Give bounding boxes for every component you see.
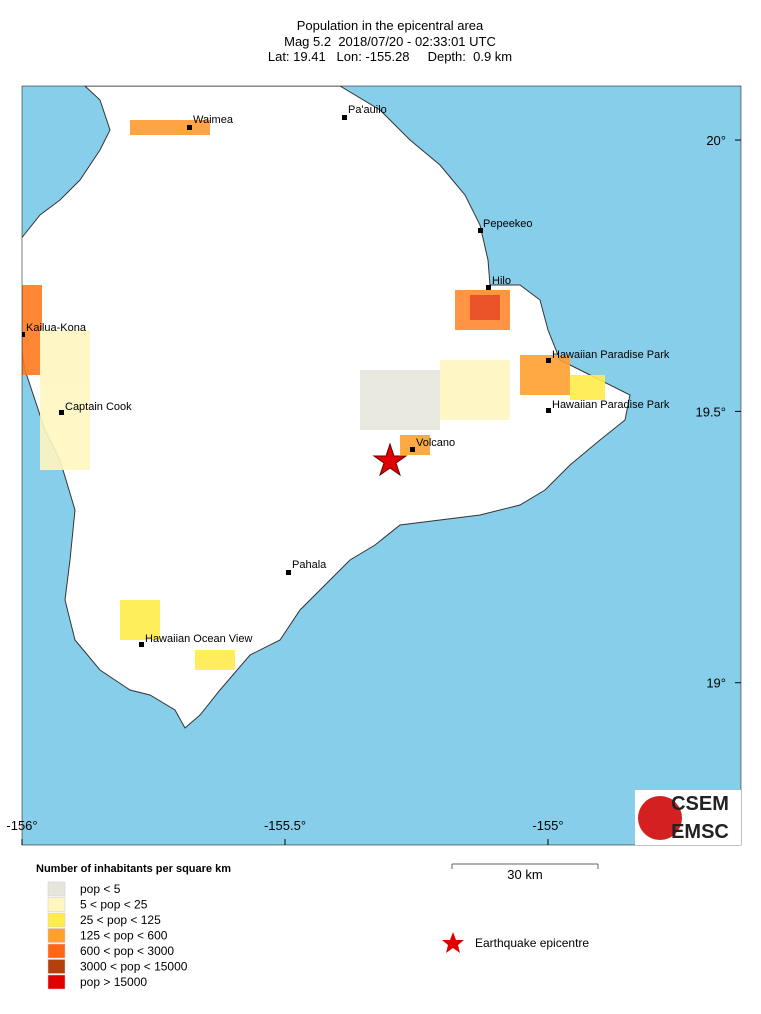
x-tick-label: -155.5° bbox=[264, 818, 306, 833]
subtitle: Lat: 19.41 Lon: -155.28 Depth: 0.9 km bbox=[268, 49, 512, 64]
town-markers bbox=[22, 115, 551, 647]
legend-label: 3000 < pop < 15000 bbox=[80, 960, 188, 974]
legend-swatch bbox=[47, 881, 66, 897]
town-label: Pepeekeo bbox=[483, 218, 533, 230]
town-label: Hawaiian Paradise Park bbox=[552, 349, 670, 361]
legend-epicentre: Earthquake epicentre bbox=[475, 936, 589, 950]
town-label: Kailua-Kona bbox=[26, 322, 87, 334]
y-tick-label: 19° bbox=[706, 676, 726, 691]
town-label: Pa'auilo bbox=[348, 104, 387, 116]
town-label: Hawaiian Paradise Park bbox=[552, 399, 670, 411]
logo: CSEM EMSC bbox=[635, 790, 741, 845]
map-frame bbox=[21, 85, 742, 846]
legend-swatch bbox=[47, 897, 66, 912]
epicentre-star bbox=[372, 442, 408, 477]
x-tick-label: -156° bbox=[6, 818, 37, 833]
map-area: Waimea Pa'auilo Pepeekeo Hilo Kailua-Kon… bbox=[22, 86, 741, 845]
subtitle: Mag 5.2 2018/07/20 - 02:33:01 UTC bbox=[284, 34, 496, 49]
town-label: Pahala bbox=[292, 559, 327, 571]
legend-swatch bbox=[47, 912, 66, 928]
population-cells bbox=[22, 120, 605, 670]
legend-swatch bbox=[47, 928, 66, 943]
legend-label: 125 < pop < 600 bbox=[80, 929, 168, 943]
legend-swatch bbox=[47, 943, 66, 959]
town-label: Waimea bbox=[193, 114, 234, 126]
legend-label: 5 < pop < 25 bbox=[80, 898, 148, 912]
legend-label: pop < 5 bbox=[80, 882, 121, 896]
legend-swatch bbox=[47, 974, 66, 990]
town-label: Hilo bbox=[492, 275, 511, 287]
town-label: Captain Cook bbox=[65, 401, 132, 413]
logo-text: CSEM bbox=[671, 793, 729, 815]
town-label: Volcano bbox=[416, 437, 455, 449]
axis-ticks: -156° -155.5° -155° 20° 19.5° 19° bbox=[6, 133, 741, 845]
logo-text: EMSC bbox=[671, 821, 729, 843]
scale-label: 30 km bbox=[507, 867, 542, 882]
town-label: Hawaiian Ocean View bbox=[145, 633, 252, 645]
y-tick-label: 19.5° bbox=[695, 404, 726, 419]
legend-title: Number of inhabitants per square km bbox=[36, 863, 231, 875]
scale-bar bbox=[451, 863, 599, 869]
legend-label: 25 < pop < 125 bbox=[80, 913, 161, 927]
y-tick-label: 20° bbox=[706, 133, 726, 148]
legend-label: 600 < pop < 3000 bbox=[80, 944, 174, 958]
legend-star bbox=[442, 932, 464, 953]
legend-label: pop > 15000 bbox=[80, 975, 147, 989]
title: Population in the epicentral area bbox=[297, 18, 484, 33]
logo-globe bbox=[638, 796, 682, 840]
x-tick-label: -155° bbox=[532, 818, 563, 833]
town-labels: Waimea Pa'auilo Pepeekeo Hilo Kailua-Kon… bbox=[26, 104, 670, 645]
legend-swatch bbox=[47, 959, 66, 974]
